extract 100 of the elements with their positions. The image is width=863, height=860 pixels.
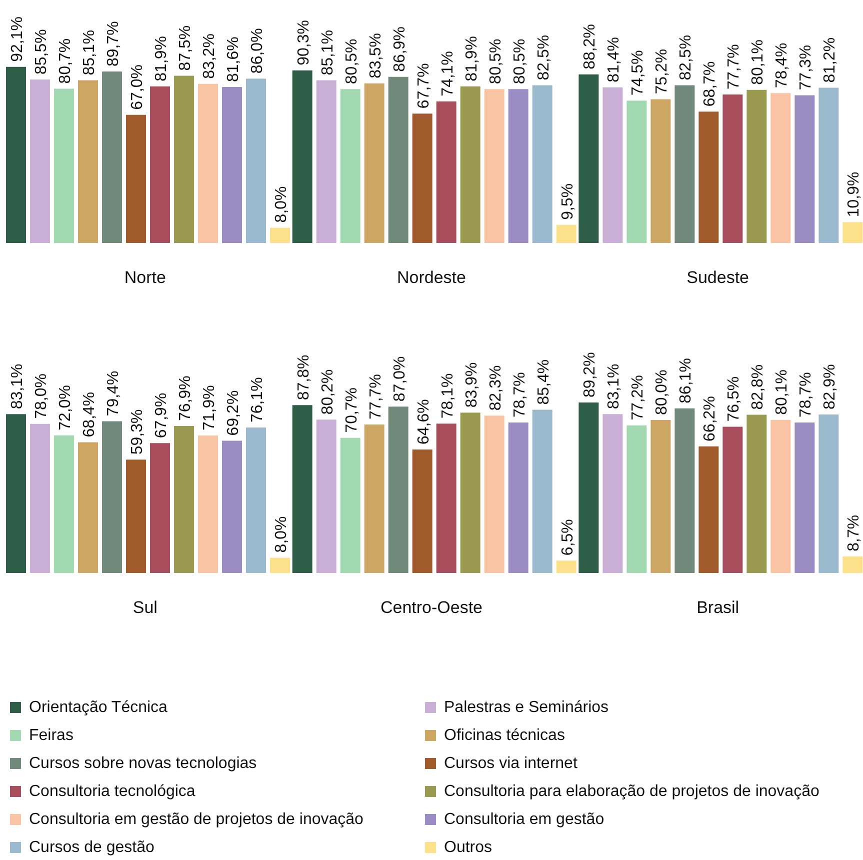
data-label: 78,0% [33,373,50,419]
data-label: 77,7% [726,44,743,90]
data-label: 67,9% [153,392,170,438]
data-label: 80,5% [511,38,528,84]
data-label: 80,1% [750,39,767,85]
bar [532,85,552,243]
bar [270,228,290,243]
data-label: 82,3% [487,365,504,411]
bar [508,89,528,243]
bar [292,405,312,573]
data-label: 83,1% [606,364,623,410]
bar [556,560,576,573]
data-label: 8,7% [846,514,863,552]
data-label: 86,0% [249,28,266,74]
bar [674,85,695,243]
bar [842,222,863,243]
data-label: 90,3% [295,20,312,66]
bar [150,86,170,243]
data-label: 71,9% [201,385,218,431]
data-label: 66,2% [702,396,719,442]
data-label: 80,7% [57,38,74,84]
data-label: 83,9% [463,362,480,408]
data-label: 76,5% [726,376,743,422]
bar [770,93,791,243]
data-label: 81,2% [822,37,839,83]
bar [818,414,839,573]
data-label: 82,8% [750,364,767,410]
bar [316,80,336,243]
bar [78,80,98,243]
bar [436,424,456,573]
bar [388,406,408,573]
bar [532,410,552,573]
data-label: 85,5% [33,29,50,75]
data-label: 83,1% [9,364,26,410]
bar [484,89,504,243]
x-tick-label: Sudeste [686,268,750,288]
bar [508,422,528,573]
x-tick-label: Sul [132,598,158,618]
bar [6,66,26,243]
bar [794,422,815,573]
data-label: 80,2% [319,369,336,415]
data-label: 81,4% [606,36,623,82]
data-label: 68,7% [702,61,719,107]
bar [150,443,170,573]
data-label: 88,2% [582,24,599,70]
bar [246,428,266,573]
bar [174,76,194,243]
data-label: 85,1% [81,30,98,76]
legend-label: Consultoria em gestão de projetos de inovação [29,810,364,828]
data-label: 74,5% [630,50,647,96]
legend-label: Outros [444,838,492,856]
bar [126,460,146,573]
data-label: 78,1% [439,373,456,419]
bar [78,442,98,573]
bar [340,438,360,573]
data-label: 10,9% [846,172,863,218]
bar [460,412,480,573]
bar [30,80,50,243]
legend-label: Feiras [29,726,74,744]
bar [364,83,384,243]
data-label: 89,2% [582,352,599,398]
bar [292,70,312,243]
data-label: 92,1% [9,16,26,62]
bar [698,112,719,243]
bar [484,416,504,573]
bar [54,435,74,573]
legend-label: Cursos sobre novas tecnologias [29,754,257,772]
data-label: 87,5% [177,25,194,71]
bar [436,101,456,243]
bar [340,89,360,243]
bar [626,100,647,243]
data-label: 83,2% [201,34,218,79]
data-label: 9,5% [559,183,576,220]
bar [818,88,839,243]
data-label: 81,9% [463,36,480,82]
legend-label: Palestras e Seminários [444,698,609,716]
data-label: 8,0% [273,186,290,223]
data-label: 87,0% [391,356,408,402]
data-label: 77,7% [367,374,384,420]
bar [698,446,719,573]
data-label: 89,7% [105,21,122,66]
bar [388,76,408,243]
data-label: 69,2% [225,390,242,436]
data-label: 80,5% [343,38,360,84]
bar [30,424,50,573]
bar [270,558,290,573]
bar [746,90,767,243]
x-tick-label: Centro-Oeste [380,598,483,618]
legend-label: Orientação Técnica [29,698,168,716]
legend-label: Consultoria em gestão [444,810,604,828]
data-label: 64,6% [415,399,432,444]
bar [602,87,623,243]
data-label: 86,1% [678,358,695,404]
bar [198,436,218,573]
data-label: 59,3% [129,409,146,455]
bar [722,94,743,243]
legend-label: Consultoria tecnológica [29,782,196,800]
data-label: 75,2% [654,48,671,94]
bar [794,95,815,243]
data-label: 76,9% [177,376,194,421]
